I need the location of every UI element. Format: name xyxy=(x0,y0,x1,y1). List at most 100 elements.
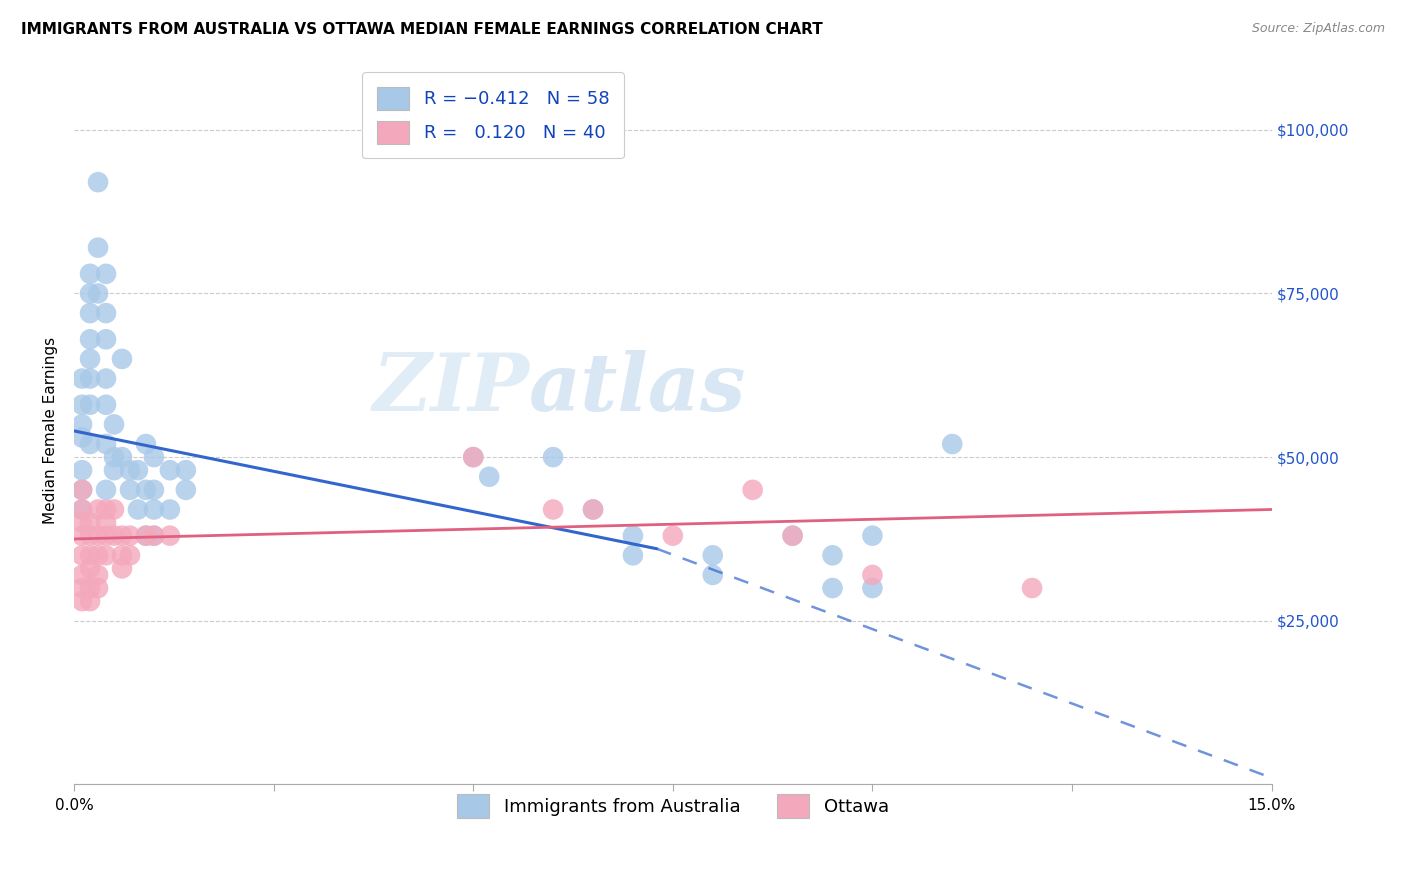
Point xyxy=(159,463,181,477)
Point xyxy=(87,568,110,582)
Point xyxy=(79,398,101,412)
Point xyxy=(70,581,93,595)
Point xyxy=(782,529,804,543)
Point xyxy=(478,469,501,483)
Point xyxy=(111,529,134,543)
Point xyxy=(70,502,93,516)
Point xyxy=(111,351,134,366)
Point xyxy=(135,529,157,543)
Point xyxy=(118,483,141,497)
Text: IMMIGRANTS FROM AUSTRALIA VS OTTAWA MEDIAN FEMALE EARNINGS CORRELATION CHART: IMMIGRANTS FROM AUSTRALIA VS OTTAWA MEDI… xyxy=(21,22,823,37)
Point xyxy=(94,502,117,516)
Point xyxy=(821,581,844,595)
Point xyxy=(142,450,165,464)
Point xyxy=(103,417,125,432)
Point xyxy=(135,483,157,497)
Point xyxy=(702,568,724,582)
Point xyxy=(70,371,93,385)
Point xyxy=(70,549,93,563)
Point xyxy=(79,516,101,530)
Point xyxy=(127,502,149,516)
Point xyxy=(94,516,117,530)
Point xyxy=(79,561,101,575)
Point xyxy=(70,463,93,477)
Point xyxy=(87,241,110,255)
Point xyxy=(87,581,110,595)
Point xyxy=(79,529,101,543)
Point xyxy=(111,549,134,563)
Point xyxy=(463,450,485,464)
Point xyxy=(79,351,101,366)
Point xyxy=(79,581,101,595)
Point xyxy=(70,502,93,516)
Point xyxy=(174,463,197,477)
Point xyxy=(94,529,117,543)
Point xyxy=(118,529,141,543)
Point xyxy=(860,581,883,595)
Point xyxy=(142,483,165,497)
Text: Source: ZipAtlas.com: Source: ZipAtlas.com xyxy=(1251,22,1385,36)
Point xyxy=(94,332,117,346)
Point xyxy=(70,430,93,444)
Point xyxy=(79,594,101,608)
Point xyxy=(860,529,883,543)
Point xyxy=(621,529,644,543)
Point xyxy=(79,267,101,281)
Point xyxy=(70,594,93,608)
Point xyxy=(87,529,110,543)
Point xyxy=(94,306,117,320)
Point xyxy=(70,483,93,497)
Point xyxy=(70,568,93,582)
Legend: Immigrants from Australia, Ottawa: Immigrants from Australia, Ottawa xyxy=(450,788,896,825)
Point xyxy=(118,549,141,563)
Point xyxy=(135,437,157,451)
Point xyxy=(111,450,134,464)
Point xyxy=(103,463,125,477)
Point xyxy=(541,450,564,464)
Y-axis label: Median Female Earnings: Median Female Earnings xyxy=(44,337,58,524)
Point xyxy=(621,549,644,563)
Point xyxy=(702,549,724,563)
Point xyxy=(94,483,117,497)
Point xyxy=(582,502,605,516)
Point xyxy=(70,529,93,543)
Point xyxy=(111,561,134,575)
Point xyxy=(79,286,101,301)
Point xyxy=(582,502,605,516)
Point xyxy=(94,549,117,563)
Point xyxy=(159,529,181,543)
Point xyxy=(1021,581,1043,595)
Point xyxy=(142,502,165,516)
Point xyxy=(70,516,93,530)
Point xyxy=(70,398,93,412)
Point xyxy=(159,502,181,516)
Point xyxy=(79,437,101,451)
Point xyxy=(79,332,101,346)
Point xyxy=(87,549,110,563)
Point xyxy=(87,502,110,516)
Point xyxy=(87,175,110,189)
Point xyxy=(103,529,125,543)
Point xyxy=(142,529,165,543)
Point xyxy=(94,437,117,451)
Point xyxy=(142,529,165,543)
Point xyxy=(821,549,844,563)
Point xyxy=(70,417,93,432)
Point xyxy=(860,568,883,582)
Point xyxy=(541,502,564,516)
Point xyxy=(87,286,110,301)
Point xyxy=(94,371,117,385)
Point xyxy=(94,398,117,412)
Point xyxy=(741,483,763,497)
Point xyxy=(94,267,117,281)
Point xyxy=(174,483,197,497)
Point xyxy=(79,371,101,385)
Point xyxy=(79,549,101,563)
Point xyxy=(118,463,141,477)
Point xyxy=(103,502,125,516)
Point xyxy=(70,483,93,497)
Point xyxy=(79,306,101,320)
Point xyxy=(941,437,963,451)
Point xyxy=(127,463,149,477)
Point xyxy=(135,529,157,543)
